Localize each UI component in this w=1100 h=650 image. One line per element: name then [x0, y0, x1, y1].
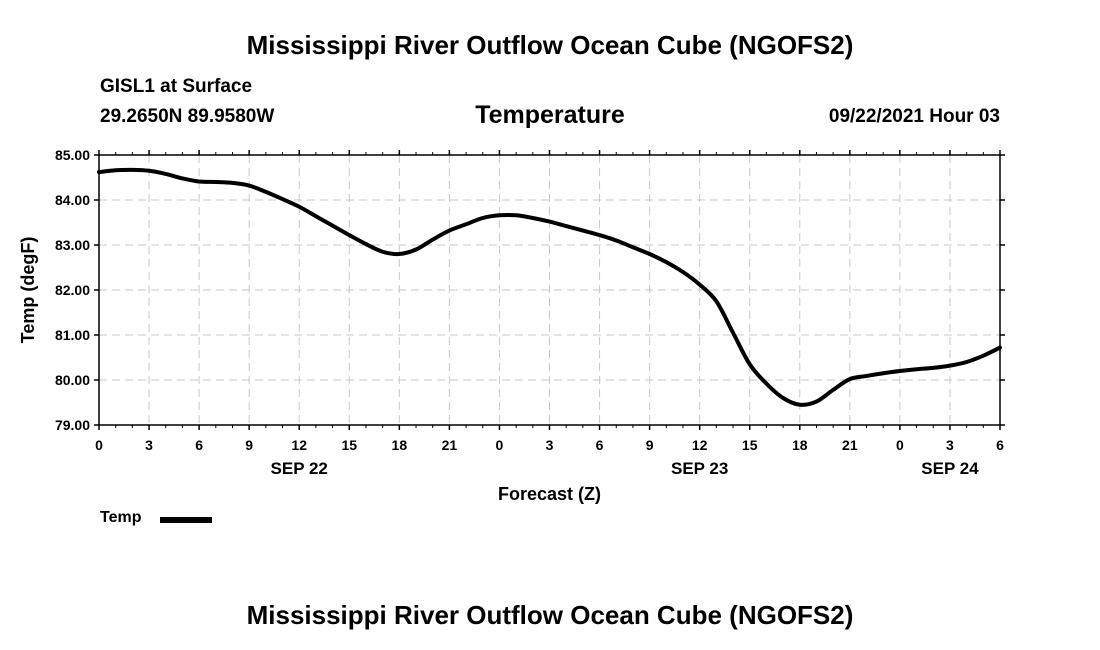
x-tick-label: 0	[95, 437, 103, 453]
station-coordinates: 29.2650N 89.9580W	[100, 106, 275, 127]
legend-line-swatch	[160, 517, 212, 523]
axis-ticks: 79.00 80.00 81.00 82.00 83.00 84.00 85.00 0 3 6 9 1…	[55, 147, 1005, 478]
legend-label: Temp	[100, 509, 142, 526]
y-tick-label: 83.00	[55, 237, 90, 253]
y-axis-label: Temp (degF)	[18, 237, 38, 344]
x-tick-label: 9	[245, 437, 253, 453]
series-layer	[97, 167, 1002, 407]
y-tick-label: 84.00	[55, 192, 90, 208]
station-label: GISL1 at Surface	[100, 76, 253, 97]
x-axis-label: Forecast (Z)	[498, 484, 601, 504]
series-line-temp	[97, 167, 1002, 407]
x-tick-label: 18	[792, 437, 808, 453]
variable-title: Temperature	[475, 101, 625, 129]
x-tick-label: 6	[195, 437, 203, 453]
x-tick-label: 12	[692, 437, 708, 453]
x-tick-label: 15	[742, 437, 758, 453]
x-tick-label: 15	[341, 437, 357, 453]
date-label: SEP 24	[921, 459, 979, 478]
x-tick-label: 6	[596, 437, 604, 453]
x-tick-label: 9	[646, 437, 654, 453]
y-tick-label: 85.00	[55, 147, 90, 163]
x-tick-label: 18	[392, 437, 408, 453]
x-tick-label: 21	[442, 437, 458, 453]
y-tick-label: 80.00	[55, 372, 90, 388]
y-tick-label: 81.00	[55, 327, 90, 343]
x-tick-label: 3	[145, 437, 153, 453]
chart-main-title: Mississippi River Outflow Ocean Cube (NG…	[246, 30, 854, 60]
date-label: SEP 22	[271, 459, 328, 478]
x-tick-label: 0	[496, 437, 504, 453]
chart-footer-title: Mississippi River Outflow Ocean Cube (NG…	[246, 600, 854, 630]
forecast-datetime: 09/22/2021 Hour 03	[828, 106, 1000, 127]
x-tick-label: 6	[996, 437, 1004, 453]
y-tick-label: 82.00	[55, 282, 90, 298]
date-label: SEP 23	[671, 459, 728, 478]
chart-grid	[98, 154, 1001, 426]
y-tick-label: 79.00	[55, 417, 90, 433]
x-tick-label: 3	[946, 437, 954, 453]
x-tick-label: 21	[842, 437, 858, 453]
x-tick-label: 12	[291, 437, 307, 453]
x-tick-label: 0	[896, 437, 904, 453]
x-tick-label: 3	[546, 437, 554, 453]
